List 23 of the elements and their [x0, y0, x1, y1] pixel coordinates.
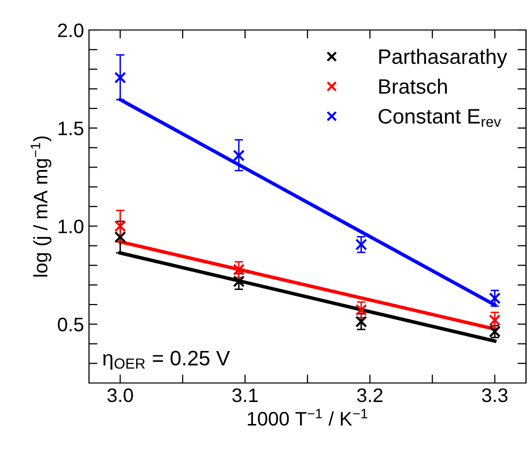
legend-label: Constant E$_{rev}$ [378, 108, 502, 127]
point [232, 150, 245, 162]
x-axis-title: 1000 T$^{−1}$ / K$^{−1}$ [248, 408, 368, 426]
point [114, 72, 126, 84]
x-tick-label: 3.1 [232, 388, 258, 402]
y-tick-label: 1.5 [58, 122, 84, 136]
point [488, 314, 501, 326]
point [488, 292, 501, 304]
point [114, 220, 126, 232]
y-tick-label: 0.5 [58, 318, 84, 332]
point [355, 304, 368, 316]
point [355, 238, 368, 250]
legend-label: Parthasarathy [379, 48, 508, 68]
x-tick-label: 3.2 [357, 388, 382, 402]
point [114, 231, 126, 243]
point [232, 264, 245, 276]
legend-label: Bratsch [379, 78, 447, 94]
x-tick-label: 3.3 [482, 388, 508, 402]
annotation: η$_{OER}$ = 0.25 V [103, 350, 230, 370]
y-tick-label: 1.0 [58, 220, 84, 234]
y-tick-label: 2.0 [58, 23, 84, 38]
x-tick-label: 3.0 [107, 388, 133, 402]
y-axis-title: log (j / mA mg$^{−1}$) [30, 136, 52, 277]
